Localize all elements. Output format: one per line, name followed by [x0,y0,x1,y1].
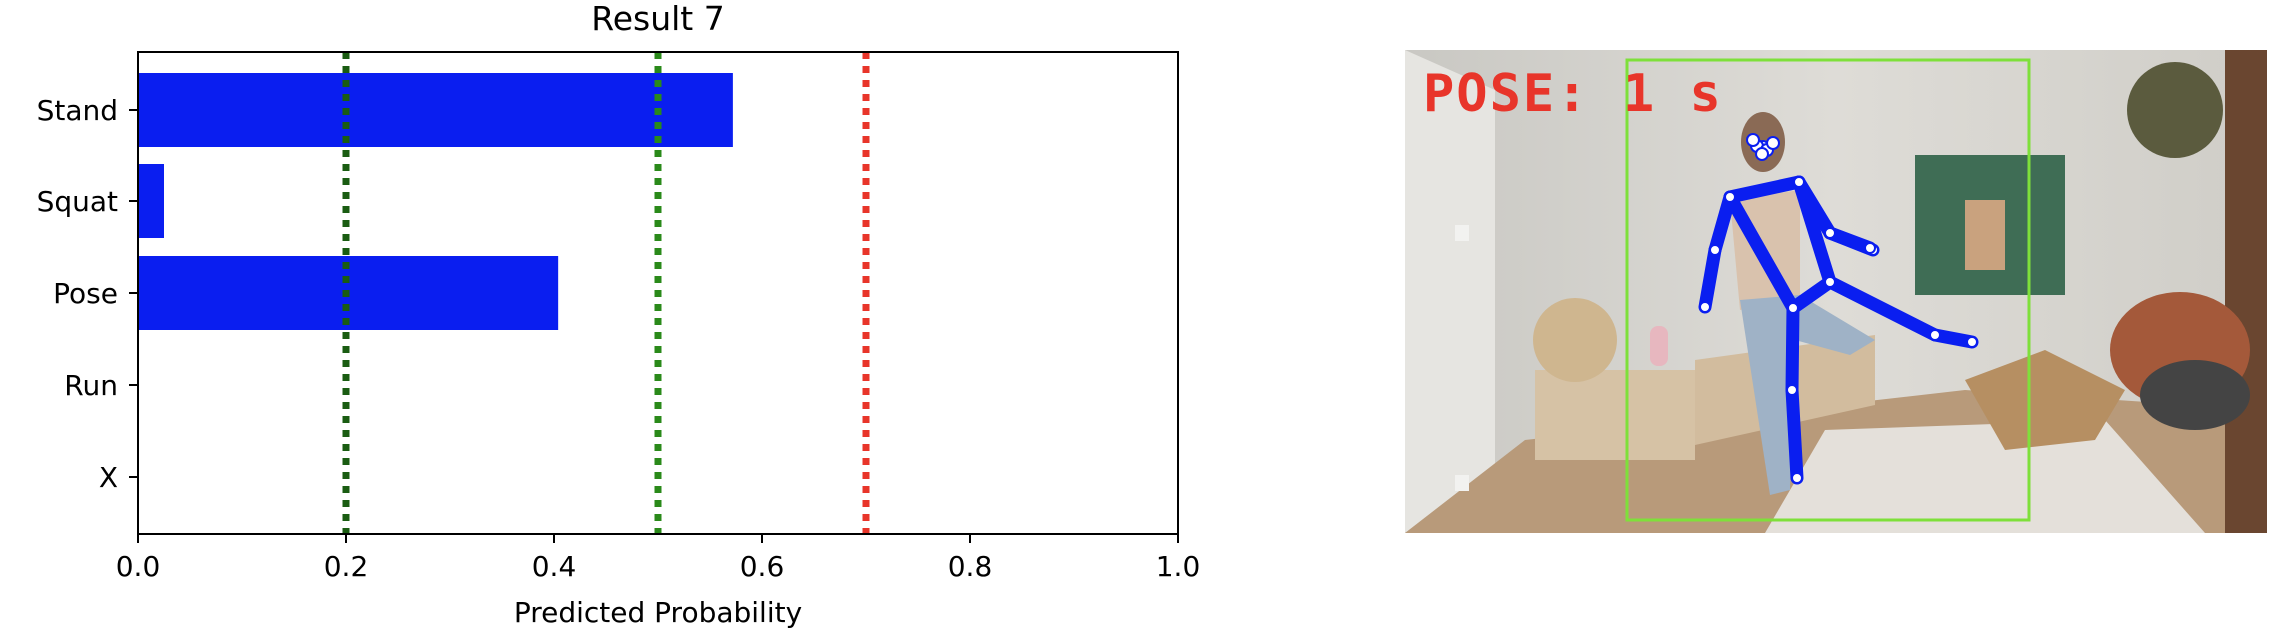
skeleton-bone [1785,383,1804,485]
painting-detail [1965,200,2005,270]
skeleton-bone [1928,328,1979,349]
face-keypoint [1755,147,1769,161]
y-tick-label-pose: Pose [53,277,118,310]
x-tick-label: 0.6 [740,550,785,583]
skeleton-bone [1786,275,1837,315]
x-tick-label: 0.0 [116,550,161,583]
left-wall [1405,50,1495,533]
chart-title: Result 7 [591,0,724,38]
skeleton-joint [1824,227,1836,239]
room-scene [1405,50,2267,533]
x-tick-label: 1.0 [1156,550,1201,583]
bar-chart: Result 7 Stand Squat Pose Run X 0.0 0.2 0.4 0.6… [37,0,1201,629]
outlet-low [1455,475,1469,491]
skeleton-joint [1791,472,1803,484]
skeleton-joint [1929,329,1941,341]
skeleton-bone [1723,175,1806,204]
skeleton-bone [1708,190,1737,257]
skeleton-joint [1786,384,1798,396]
rug [1765,420,2205,533]
x-tick-label: 0.2 [324,550,369,583]
detection-box [1625,58,2031,522]
skeleton-joint [1864,242,1876,254]
outlet [1455,225,1469,241]
skeleton-bone [1823,275,1942,342]
x-axis-label: Predicted Probability [514,596,802,629]
skeleton-joint [1709,244,1721,256]
pose-skeleton [1698,133,1979,485]
skeleton-bone [1723,190,1800,315]
y-tick-label-x: X [99,461,118,494]
pose-overlay-text: POSE: 1 s [1423,64,1723,124]
pose-camera-frame: POSE: 1 s [1405,50,2267,533]
skeleton-joint [1966,336,1978,348]
bar-squat [138,164,164,238]
skeleton-bone [1823,226,1877,255]
skeleton-joint [1824,276,1836,288]
armchair-seat [2140,360,2250,430]
y-tick-label-run: Run [64,369,118,402]
skeleton-joint [1787,302,1799,314]
face-keypoint [1746,133,1760,147]
y-tick-label-squat: Squat [37,185,118,218]
skeleton-bone [1785,301,1800,397]
skeleton-joint [1793,176,1805,188]
face-keypoint [1766,136,1780,150]
y-tick-label-stand: Stand [37,94,118,127]
lounge-chair [1965,350,2125,450]
x-tick-label: 0.4 [532,550,577,583]
person-legs [1740,295,1875,495]
bar-stand [138,73,733,147]
x-tick-label: 0.8 [948,550,993,583]
skeleton-bone [1792,175,1837,289]
doorway [2225,50,2267,533]
skeleton-joint [1724,191,1736,203]
skeleton-bone [1698,243,1722,314]
skeleton-joint [1699,301,1711,313]
vase [1650,326,1668,366]
hanging-plant [2127,62,2223,158]
rattan-lamp [1533,298,1617,382]
sideboard [1535,370,1695,460]
